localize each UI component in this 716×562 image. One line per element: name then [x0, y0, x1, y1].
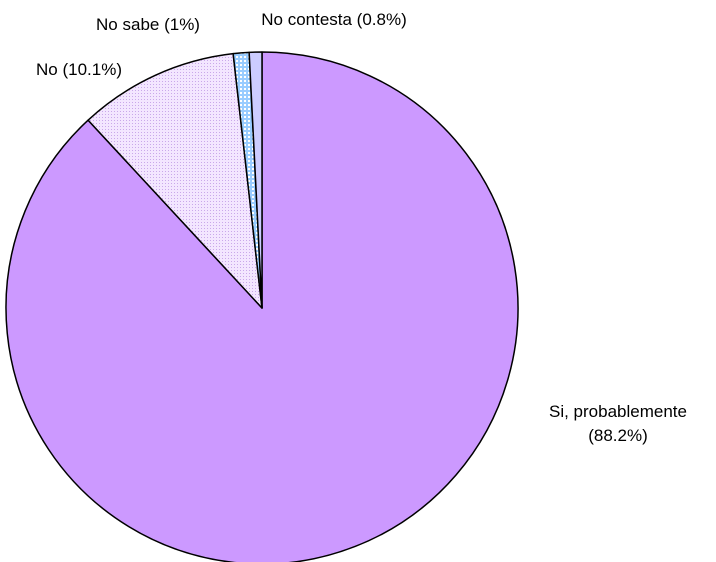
pie-label-line: No (10.1%) [36, 60, 122, 79]
pie-labels: Si, probablemente (88.2%) No (10.1%) No sab… [36, 10, 687, 445]
pie-slice-no-contesta [248, 51, 263, 309]
pie-label-line: (88.2%) [588, 426, 648, 445]
pie-label-no: No (10.1%) [36, 60, 122, 79]
pie-slice-si-probablemente [5, 51, 519, 562]
pie-label-line: No contesta (0.8%) [261, 10, 407, 29]
pie-label-line: No sabe (1%) [96, 15, 200, 34]
pie-label-no-contesta: No contesta (0.8%) [261, 10, 407, 29]
pie-label-no-sabe: No sabe (1%) [96, 15, 200, 34]
pie-label-si-probablemente: Si, probablemente (88.2%) [549, 402, 687, 445]
pie-slices [5, 51, 519, 562]
pie-slice-no [87, 52, 263, 309]
pie-label-line: Si, probablemente [549, 402, 687, 421]
